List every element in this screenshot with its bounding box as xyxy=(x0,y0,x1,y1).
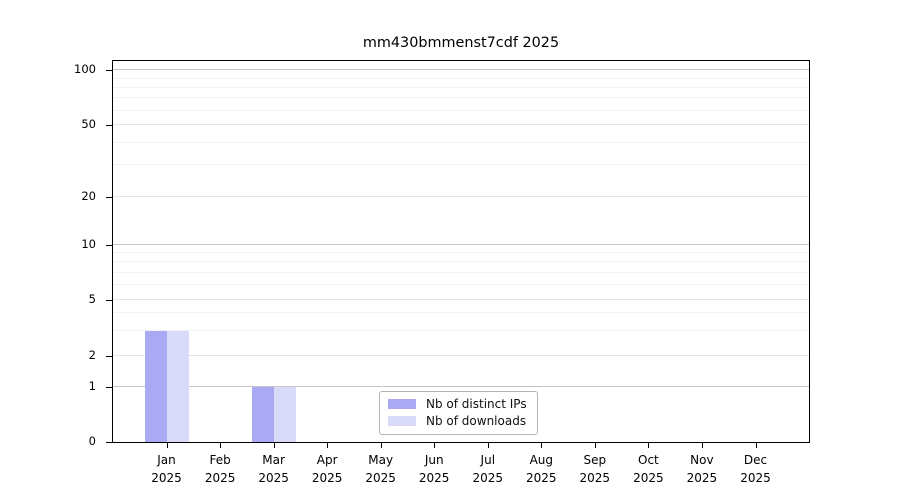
x-tick-mark-feb xyxy=(220,443,222,448)
gridline-y-90 xyxy=(113,77,809,79)
x-tick-mark-sep xyxy=(594,443,596,448)
y-tick-mark-2 xyxy=(106,355,112,357)
legend-swatch-downloads xyxy=(388,416,416,426)
y-tick-mark-5 xyxy=(106,299,112,301)
y-axis: 0 1 2 5 10 20 50 100 xyxy=(0,60,112,448)
x-tick-mark-jan xyxy=(166,443,168,448)
x-tick-mark-may xyxy=(380,443,382,448)
gridline-y-8 xyxy=(113,261,809,263)
y-tick-mark-50 xyxy=(106,125,112,126)
y-tick-label-2: 2 xyxy=(88,347,96,362)
gridline-y-20 xyxy=(113,196,809,197)
gridline-y-4 xyxy=(113,312,809,314)
gridline-y-30 xyxy=(113,164,809,166)
y-tick-label-100: 100 xyxy=(74,62,96,77)
y-tick-label-0: 0 xyxy=(88,434,96,448)
x-tick-label-mar: Mar 2025 xyxy=(258,453,289,485)
x-tick-mark-dec xyxy=(755,443,757,448)
gridline-y-1 xyxy=(113,386,809,388)
x-tick-label-nov: Nov 2025 xyxy=(686,453,718,485)
gridline-y-7 xyxy=(113,271,809,273)
y-tick-mark-10 xyxy=(106,244,112,246)
y-tick-mark-100 xyxy=(106,70,112,72)
gridline-y-9 xyxy=(113,252,809,253)
gridline-y-70 xyxy=(113,97,809,99)
x-tick-mark-oct xyxy=(648,443,650,448)
x-tick-label-feb: Feb 2025 xyxy=(204,453,236,485)
y-tick-mark-0 xyxy=(106,442,112,443)
gridline-y-100 xyxy=(113,69,809,71)
x-tick-label-jan: Jan 2025 xyxy=(151,453,182,485)
x-tick-label-oct: Oct 2025 xyxy=(633,453,664,485)
x-tick-label-jun: Jun 2025 xyxy=(418,453,450,485)
y-tick-mark-20 xyxy=(106,197,112,198)
gridline-y-5 xyxy=(113,298,809,300)
y-tick-label-20: 20 xyxy=(81,189,96,203)
legend: Nb of distinct IPs Nb of downloads xyxy=(379,391,538,435)
legend-item-distinct-ips: Nb of distinct IPs xyxy=(388,397,527,411)
y-tick-mark-1 xyxy=(106,387,112,389)
x-tick-label-may: May 2025 xyxy=(365,453,396,485)
bar-jan-distinct-ips xyxy=(144,330,167,442)
gridline-y-80 xyxy=(113,86,809,88)
chart-title: mm430bmmenst7cdf 2025 xyxy=(362,35,560,51)
gridline-y-10 xyxy=(113,243,809,245)
gridline-y-2 xyxy=(113,354,809,356)
x-tick-label-jul: Jul 2025 xyxy=(472,453,504,485)
gridline-y-6 xyxy=(113,284,809,286)
legend-label-downloads: Nb of downloads xyxy=(426,414,527,428)
plot-area: Nb of distinct IPs Nb of downloads xyxy=(112,60,810,443)
x-tick-label-aug: Aug 2025 xyxy=(526,453,557,485)
gridline-y-3 xyxy=(113,329,809,331)
bar-jan-downloads xyxy=(166,330,189,442)
y-tick-label-5: 5 xyxy=(88,291,96,306)
gridline-y-50 xyxy=(113,124,809,125)
x-tick-mark-nov xyxy=(701,443,703,448)
x-tick-mark-jun xyxy=(434,443,436,448)
y-tick-label-50: 50 xyxy=(81,117,96,131)
x-tick-label-dec: Dec 2025 xyxy=(740,453,771,485)
x-axis: Jan 2025 Feb 2025 Mar 2025 Apr 2025 May 2025… xyxy=(113,443,809,498)
legend-swatch-distinct-ips xyxy=(388,399,416,409)
x-tick-mark-aug xyxy=(541,443,543,448)
y-tick-label-10: 10 xyxy=(81,236,96,251)
gridline-y-40 xyxy=(113,141,809,143)
y-tick-label-1: 1 xyxy=(88,379,96,394)
bar-mar-downloads xyxy=(273,387,296,442)
x-tick-mark-mar xyxy=(273,443,275,448)
legend-item-downloads: Nb of downloads xyxy=(388,414,527,428)
x-tick-label-apr: Apr 2025 xyxy=(311,453,343,485)
x-tick-mark-jul xyxy=(487,443,489,448)
gridline-y-60 xyxy=(113,109,809,111)
x-tick-mark-apr xyxy=(327,443,329,448)
bar-mar-distinct-ips xyxy=(251,387,274,442)
x-tick-label-sep: Sep 2025 xyxy=(579,453,611,485)
legend-label-distinct-ips: Nb of distinct IPs xyxy=(426,397,527,411)
